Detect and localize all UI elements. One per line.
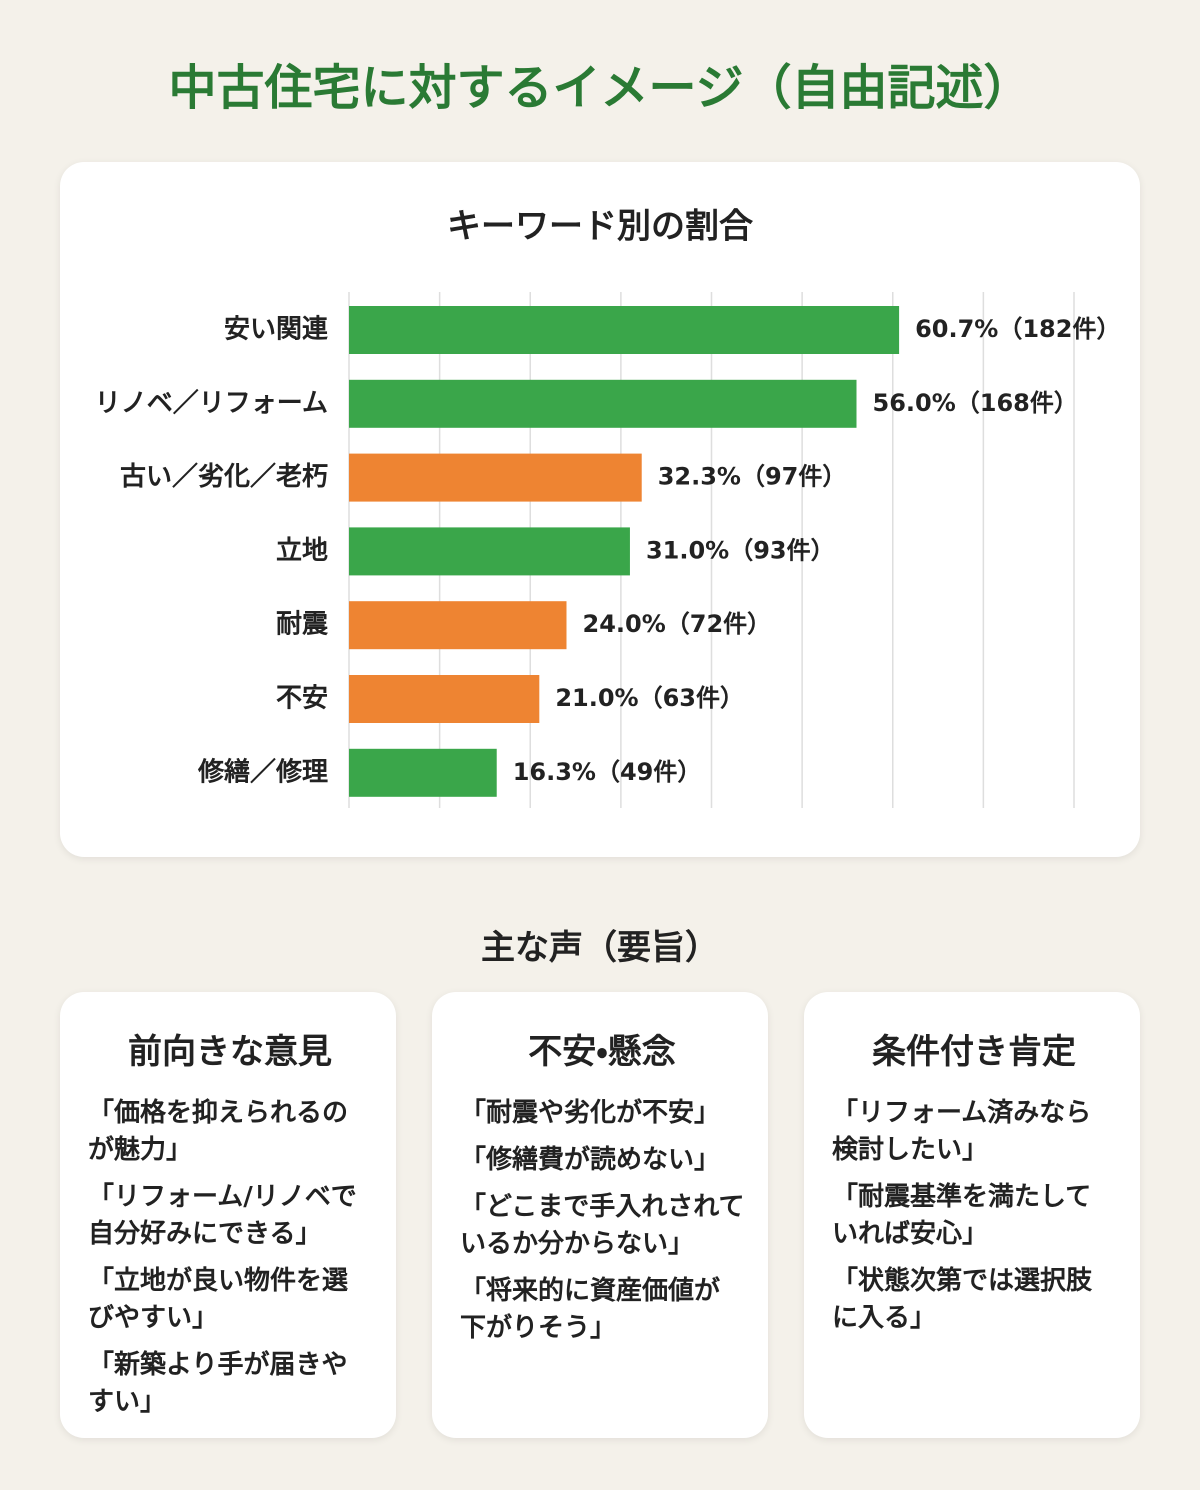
y-tick-label: 耐震 [276, 610, 329, 640]
quote: 「リフォーム済みなら検討したい」 [832, 1098, 1092, 1165]
quote: 「価格を抑えられるのが魅力」 [88, 1098, 349, 1165]
y-tick-label: 修繕／修理 [197, 756, 328, 787]
value-label: 31.0%（93件） [646, 536, 835, 564]
bar [349, 748, 497, 797]
value-label: 32.3%（97件） [658, 463, 847, 491]
quote: 「状態次第では選択肢に入る」 [832, 1266, 1093, 1333]
chart-title: キーワード別の割合 [447, 207, 754, 247]
chart-card: キーワード別の割合 安い関連 60.7%（182件） リノベ／リフォーム 56.0%（… [60, 162, 1140, 857]
y-tick-label: 安い関連 [224, 314, 328, 345]
page-title: 中古住宅に対するイメージ（自由記述） [168, 60, 1032, 116]
bar [349, 306, 900, 354]
bar [349, 601, 567, 650]
y-tick-label: 不安 [276, 683, 328, 714]
voice-card: 条件付き肯定「リフォーム済みなら検討したい」 「耐震基準を満たしていれば安心」 「状… [804, 992, 1140, 1438]
card-title: 不安・懸念 [528, 1032, 676, 1072]
section-title: 主な声（要旨） [481, 928, 719, 968]
y-tick-label: 古い／劣化／老朽 [120, 462, 328, 492]
value-label: 60.7%（182件） [915, 315, 1120, 343]
quote: 「どこまで手入れされているか分からない」 [460, 1192, 745, 1259]
quote: 「修繕費が読めない」 [460, 1145, 721, 1175]
value-label: 21.0%（63件） [555, 684, 744, 712]
chart: キーワード別の割合 安い関連 60.7%（182件） リノベ／リフォーム 56.0%（… [95, 207, 1120, 808]
quote: 「将来的に資産価値が下がりそう」 [460, 1276, 721, 1343]
card-title: 前向きな意見 [128, 1032, 332, 1072]
voice-card: 不安・懸念「耐震や劣化が不安」 「修繕費が読めない」「どこまで手入れされているか分… [432, 992, 768, 1438]
bar [349, 675, 540, 723]
bar [349, 379, 857, 428]
quote: 「新築より手が届きやすい」 [88, 1350, 348, 1417]
y-tick-label: 立地 [276, 536, 328, 566]
voice-card: 前向きな意見「価格を抑えられるのが魅力」 「リフォーム/リノベで自分好みにできる」… [60, 992, 396, 1438]
bar [349, 453, 642, 502]
value-label: 56.0%（168件） [873, 389, 1078, 417]
quote: 「耐震基準を満たしていれば安心」 [832, 1182, 1092, 1249]
card-title: 条件付き肯定 [872, 1032, 1076, 1072]
y-tick-label: リノベ／リフォーム [95, 388, 328, 418]
value-label: 16.3%（49件） [513, 758, 702, 786]
quote: 「立地が良い物件を選びやすい」 [88, 1266, 349, 1333]
quote: 「耐震や劣化が不安」 [460, 1098, 721, 1128]
quote: 「リフォーム/リノベで自分好みにできる」 [88, 1182, 357, 1249]
bar [349, 527, 630, 576]
value-label: 24.0%（72件） [583, 610, 772, 638]
